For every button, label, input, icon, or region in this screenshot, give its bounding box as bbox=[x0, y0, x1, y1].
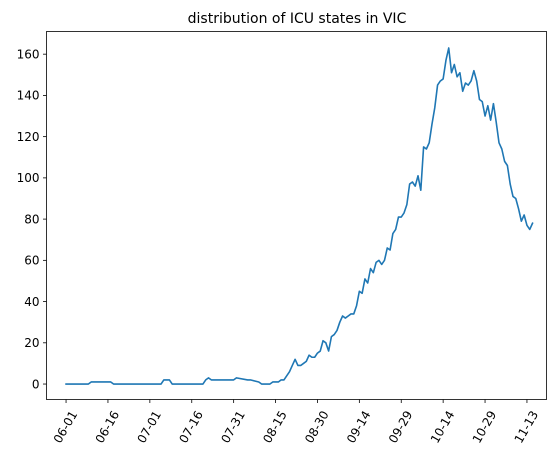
series-line bbox=[65, 47, 534, 385]
y-tick-label: 140 bbox=[17, 89, 40, 103]
y-axis: 0 20 40 60 80 100 120 140 160 bbox=[17, 47, 47, 391]
y-tick-label: 0 bbox=[32, 377, 40, 391]
plot-frame bbox=[46, 31, 547, 400]
y-tick-label: 60 bbox=[24, 254, 39, 268]
y-tick-label: 120 bbox=[17, 130, 40, 144]
y-tick-label: 20 bbox=[24, 336, 39, 350]
y-tick-label: 80 bbox=[24, 212, 39, 226]
y-tick-label: 100 bbox=[17, 171, 40, 185]
y-tick-label: 160 bbox=[17, 47, 40, 61]
chart-title: distribution of ICU states in VIC bbox=[188, 11, 407, 27]
y-tick-label: 40 bbox=[24, 295, 39, 309]
